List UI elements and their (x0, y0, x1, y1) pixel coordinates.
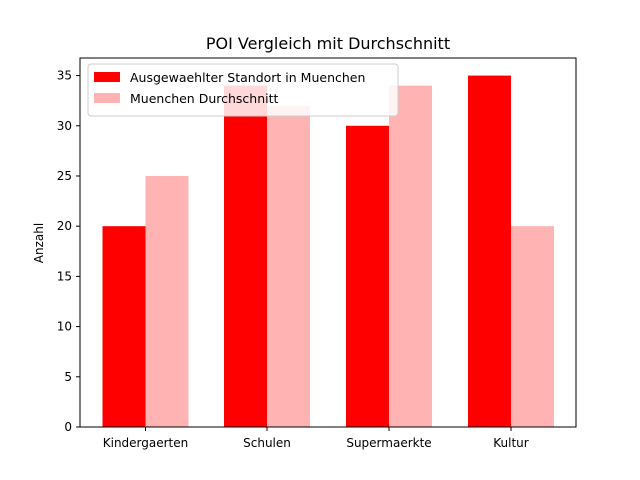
bar-supermaerkte-series-2 (389, 85, 432, 427)
y-tick-label: 20 (57, 219, 72, 233)
x-tick-label: Kultur (493, 436, 529, 450)
bar-kindergaerten-series-2 (145, 175, 189, 427)
legend-label-1: Ausgewaehlter Standort in Muenchen (130, 70, 365, 85)
plot-area: 0 5 10 15 20 25 30 35 Kindergaerten Schulen Superm… (57, 57, 577, 450)
bar-kultur-series-2 (511, 226, 554, 427)
x-tick-label: Schulen (243, 436, 291, 450)
legend-label-2: Muenchen Durchschnitt (130, 91, 279, 106)
x-tick-label: Supermaerkte (346, 436, 431, 450)
axes-frame (79, 57, 577, 428)
bar-schulen-series-2 (267, 105, 310, 427)
legend-swatch-2 (94, 93, 120, 103)
bar-kindergaerten-series-1 (102, 226, 146, 427)
x-tick-label: Kindergaerten (103, 436, 189, 450)
legend-swatch-1 (94, 72, 120, 82)
y-tick-label: 35 (57, 69, 72, 83)
legend: Ausgewaehlter Standort in Muenchen Muench… (87, 63, 399, 117)
y-tick-label: 25 (57, 169, 72, 183)
chart-title: POI Vergleich mit Durchschnitt (206, 34, 450, 53)
y-tick-label: 10 (57, 320, 72, 334)
bar-supermaerkte-series-1 (346, 125, 389, 427)
bar-schulen-series-1 (224, 85, 267, 427)
y-tick-label: 5 (64, 370, 72, 384)
y-axis-label: Anzahl (32, 223, 46, 263)
bar-kultur-series-1 (468, 75, 511, 428)
y-tick-label: 15 (57, 269, 72, 283)
y-tick-label: 0 (64, 420, 72, 434)
y-tick-label: 30 (57, 119, 72, 133)
legend-box (87, 63, 399, 117)
